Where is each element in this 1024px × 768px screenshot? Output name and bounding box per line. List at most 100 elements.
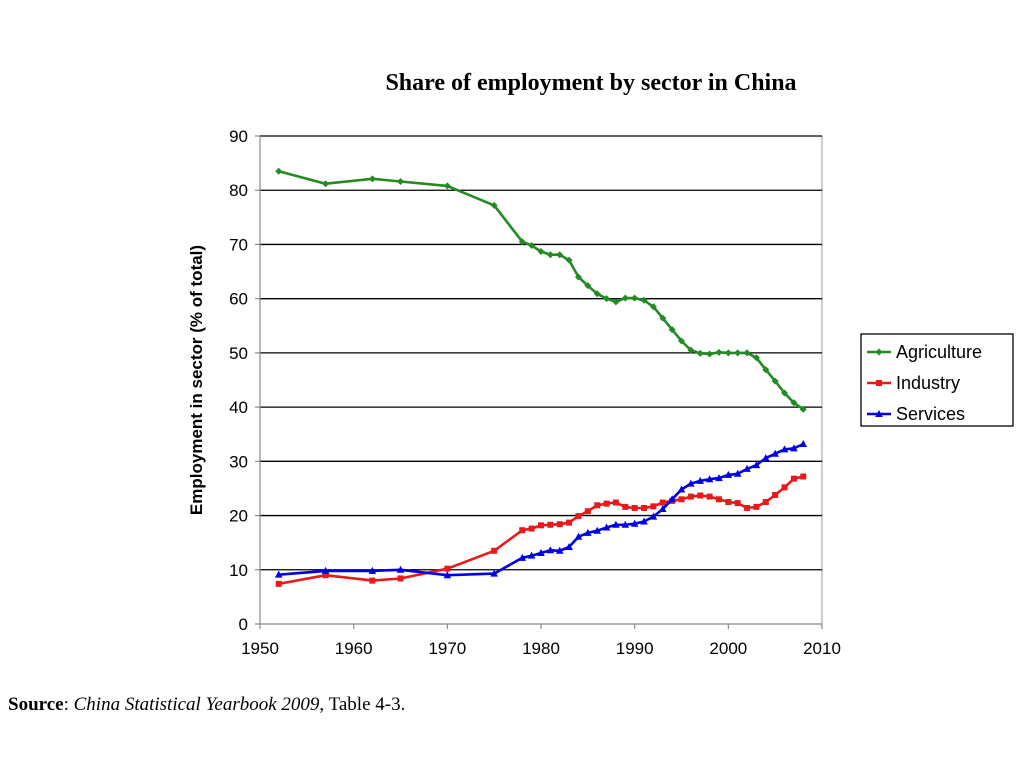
- y-tick-label: 90: [229, 127, 248, 146]
- data-point-services: [527, 551, 536, 559]
- data-point-agriculture: [649, 303, 657, 311]
- data-point-industry: [575, 513, 582, 520]
- data-point-services: [368, 566, 377, 574]
- x-tick-label: 2000: [709, 639, 747, 658]
- data-point-agriculture: [743, 349, 751, 357]
- legend: Agriculture Industry Services: [860, 333, 1014, 427]
- source-separator: :: [63, 694, 74, 715]
- data-point-services: [621, 520, 630, 528]
- data-point-industry: [706, 493, 713, 500]
- data-point-agriculture: [593, 290, 601, 298]
- data-point-agriculture: [762, 366, 770, 374]
- data-point-agriculture: [715, 348, 723, 356]
- x-tick-label: 1960: [335, 639, 373, 658]
- data-point-services: [490, 569, 498, 577]
- data-point-agriculture: [678, 337, 685, 345]
- data-point-industry: [444, 565, 451, 572]
- y-tick-label: 20: [229, 507, 248, 526]
- data-point-services: [705, 475, 714, 483]
- y-tick-label: 0: [239, 615, 248, 634]
- y-axis-label: Employment in sector (% of total): [187, 245, 206, 515]
- data-point-agriculture: [668, 326, 676, 334]
- data-point-services: [546, 546, 555, 554]
- data-point-agriculture: [490, 201, 498, 209]
- data-point-industry: [631, 504, 638, 511]
- data-point-services: [799, 439, 808, 447]
- data-point-agriculture: [322, 180, 330, 188]
- data-point-agriculture: [518, 238, 526, 246]
- data-point-industry: [781, 484, 788, 491]
- data-point-services: [677, 485, 686, 493]
- data-point-services: [518, 553, 527, 561]
- y-axis: 0 10 20 30 40 50 60 70 80 90: [229, 127, 261, 634]
- data-point-agriculture: [528, 242, 536, 250]
- data-point-industry: [566, 519, 573, 526]
- data-point-services: [733, 469, 742, 477]
- data-point-industry: [369, 577, 376, 584]
- x-tick-label: 1990: [616, 639, 654, 658]
- data-point-services: [752, 461, 761, 469]
- legend-label-industry: Industry: [896, 373, 960, 393]
- data-point-agriculture: [640, 296, 648, 304]
- data-point-industry: [725, 499, 732, 505]
- data-point-industry: [584, 508, 591, 515]
- data-point-industry: [753, 503, 760, 510]
- x-tick-label: 1980: [522, 639, 560, 658]
- data-point-industry: [715, 496, 722, 503]
- data-point-agriculture: [443, 182, 451, 190]
- data-point-services: [658, 505, 667, 513]
- series-line-agriculture: [278, 169, 805, 411]
- data-point-services: [565, 543, 573, 551]
- data-point-industry: [678, 496, 685, 503]
- data-point-agriculture: [584, 282, 592, 290]
- data-point-agriculture: [771, 377, 779, 385]
- y-tick-label: 50: [229, 344, 248, 363]
- data-point-services: [396, 565, 405, 573]
- source-rest: , Table 4-3.: [319, 694, 406, 715]
- data-point-agriculture: [790, 399, 798, 407]
- data-point-industry: [275, 580, 282, 587]
- source-note: Source: China Statistical Yearbook 2009,…: [8, 694, 405, 716]
- data-point-services: [321, 566, 330, 574]
- y-tick-label: 30: [229, 452, 248, 471]
- legend-label-agriculture: Agriculture: [896, 342, 982, 362]
- data-point-industry: [528, 525, 535, 532]
- data-point-agriculture: [368, 175, 376, 183]
- chart-title: Share of employment by sector in China: [385, 70, 797, 96]
- data-point-agriculture: [734, 349, 742, 357]
- series-agriculture: [275, 167, 807, 413]
- data-point-industry: [612, 499, 619, 506]
- data-point-services: [780, 445, 789, 453]
- data-point-services: [555, 546, 564, 554]
- data-point-industry: [322, 572, 329, 579]
- x-tick-label: 1970: [428, 639, 466, 658]
- data-point-services: [630, 519, 639, 527]
- data-point-agriculture: [781, 389, 789, 397]
- y-tick-label: 60: [229, 290, 248, 309]
- data-point-industry: [772, 491, 779, 498]
- data-point-agriculture: [799, 405, 807, 413]
- data-point-agriculture: [724, 349, 732, 357]
- data-point-services: [640, 517, 648, 525]
- data-point-services: [771, 449, 779, 457]
- data-point-industry: [744, 504, 751, 511]
- data-point-industry: [641, 504, 648, 511]
- data-point-services: [696, 476, 705, 484]
- data-point-industry: [790, 475, 797, 482]
- legend-marker-services: [875, 410, 883, 417]
- data-point-agriculture: [696, 349, 704, 357]
- data-point-industry: [622, 503, 629, 510]
- legend-label-services: Services: [896, 404, 965, 424]
- series-line-industry: [278, 475, 804, 586]
- data-point-agriculture: [631, 294, 639, 302]
- data-point-industry: [659, 499, 666, 506]
- data-point-industry: [519, 527, 526, 534]
- data-point-services: [612, 520, 620, 528]
- data-point-agriculture: [603, 295, 611, 303]
- data-point-services: [593, 526, 601, 534]
- y-tick-label: 40: [229, 398, 248, 417]
- data-point-services: [743, 464, 751, 472]
- data-point-industry: [603, 500, 610, 507]
- data-point-agriculture: [556, 251, 564, 259]
